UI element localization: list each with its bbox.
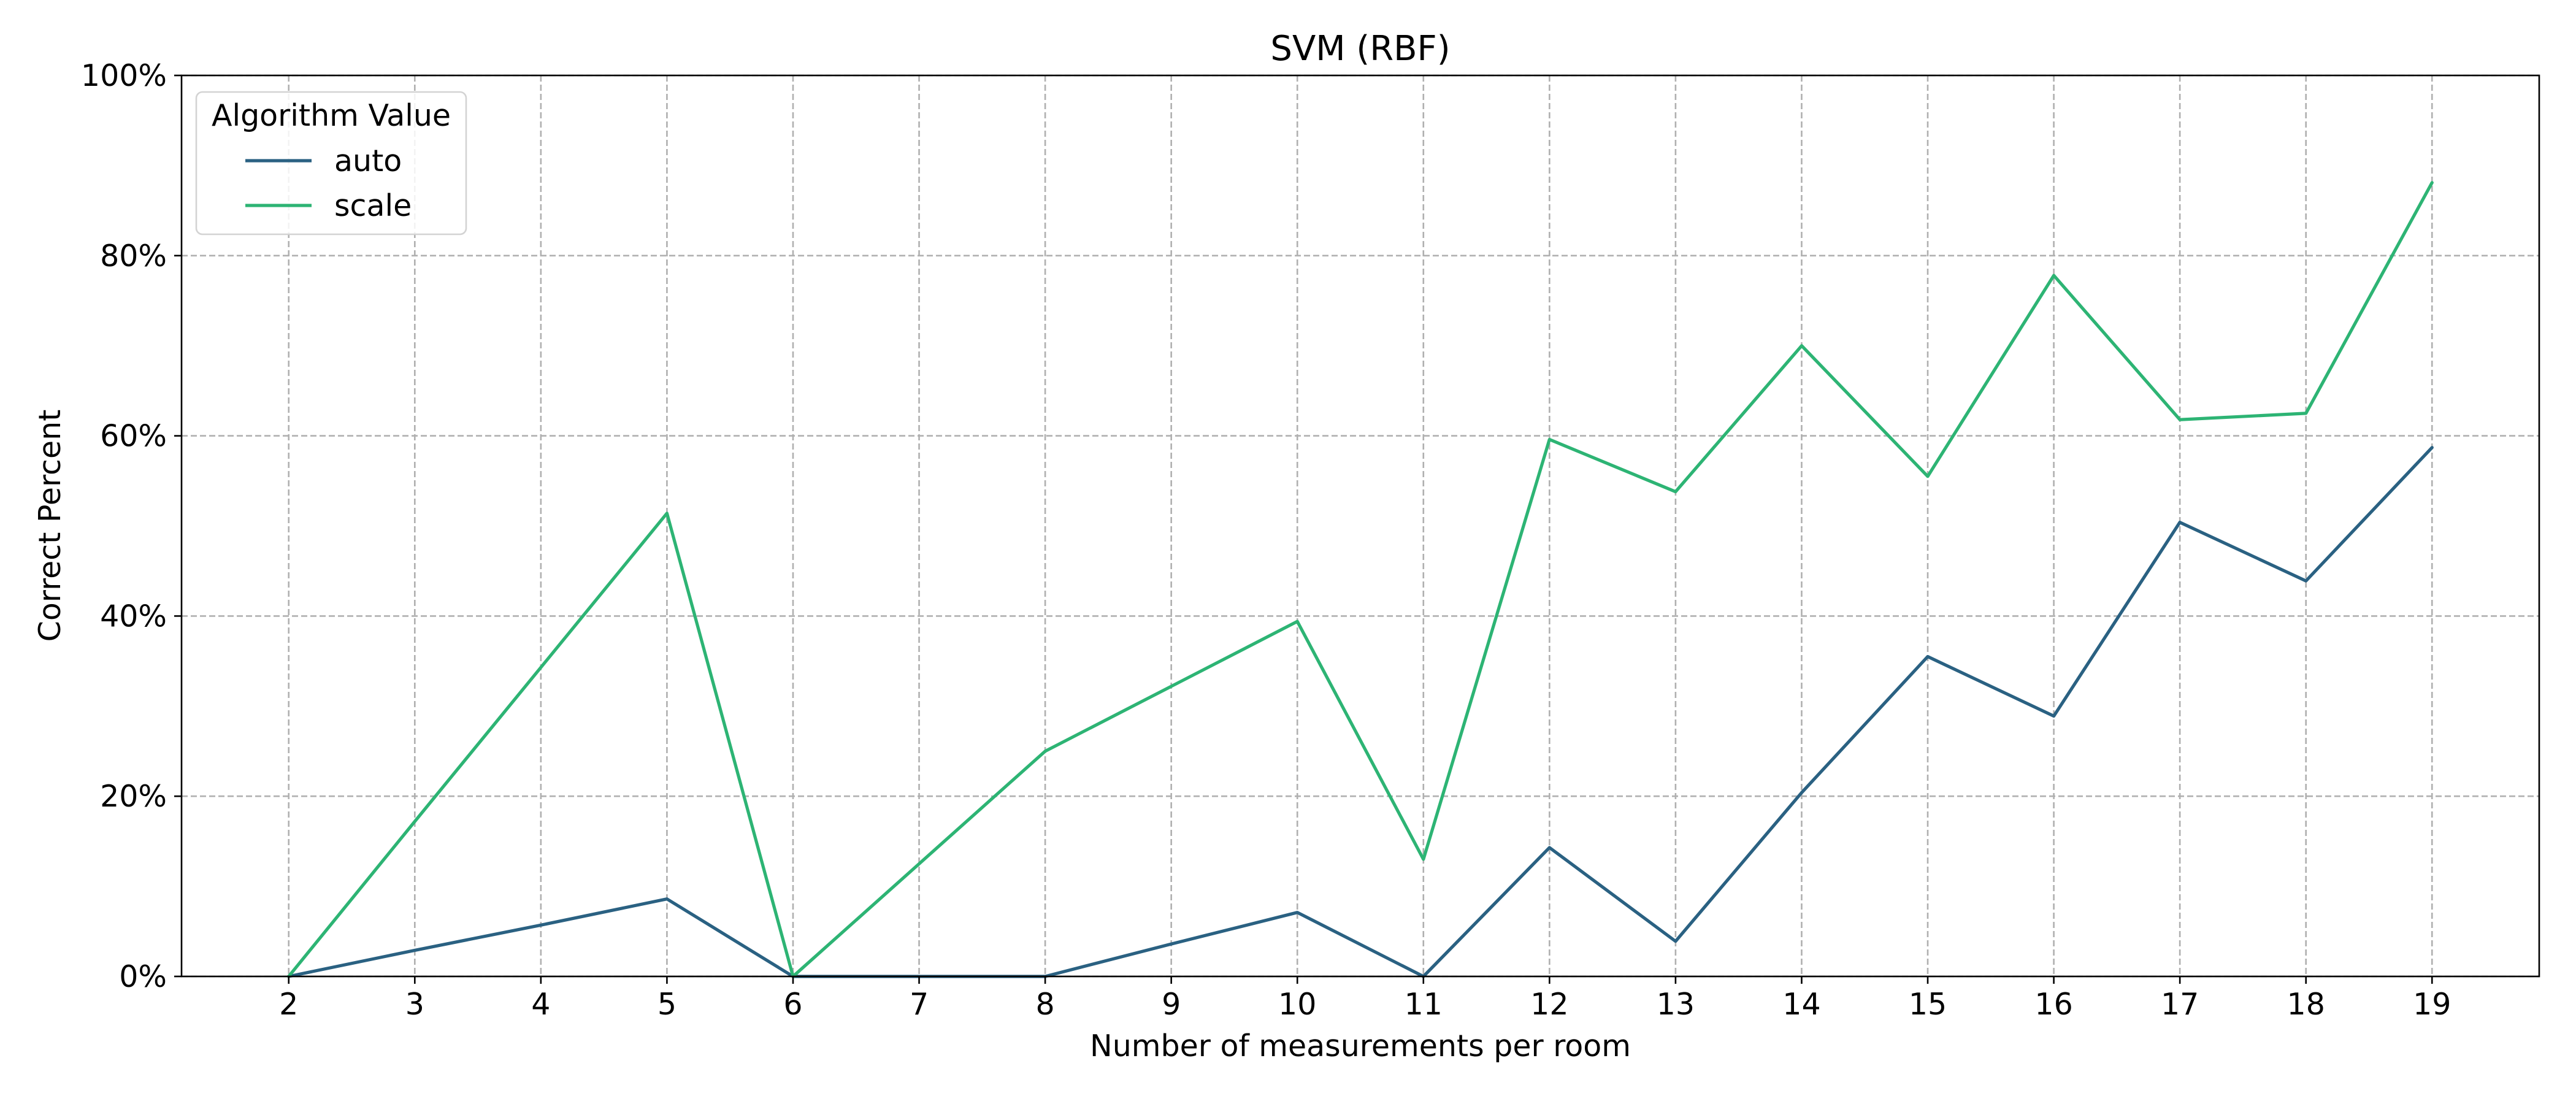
- x-tick-label: 9: [1162, 987, 1181, 1022]
- x-tick-label: 19: [2413, 987, 2451, 1022]
- x-tick-label: 11: [1405, 987, 1443, 1022]
- x-tick-label: 15: [1909, 987, 1947, 1022]
- legend-label-scale: scale: [334, 188, 412, 223]
- x-axis-ticks: 2 3 4 5 6 7 8 9 10 11 12 13 14 15 16 17 18 19: [279, 976, 2451, 1022]
- legend-box: [195, 91, 467, 236]
- y-tick-label: 0%: [119, 959, 167, 994]
- legend-label-auto: auto: [334, 144, 402, 178]
- x-tick-label: 3: [405, 987, 424, 1022]
- y-tick-label: 60%: [100, 419, 167, 454]
- x-tick-label: 8: [1036, 987, 1055, 1022]
- x-tick-label: 10: [1278, 987, 1316, 1022]
- y-tick-label: 20%: [100, 779, 167, 814]
- chart-title: SVM (RBF): [1270, 29, 1450, 69]
- x-tick-label: 12: [1530, 987, 1568, 1022]
- x-tick-label: 6: [783, 987, 802, 1022]
- x-tick-label: 17: [2161, 987, 2199, 1022]
- x-axis-label: Number of measurements per room: [1090, 1029, 1631, 1064]
- x-tick-label: 14: [1782, 987, 1820, 1022]
- x-tick-label: 4: [531, 987, 550, 1022]
- legend: Algorithm Value auto scale: [195, 91, 467, 236]
- series-line-auto: [287, 446, 2434, 978]
- series-line-scale: [287, 181, 2434, 978]
- x-tick-label: 2: [279, 987, 298, 1022]
- y-tick-label: 40%: [100, 599, 167, 634]
- x-tick-label: 5: [657, 987, 677, 1022]
- y-tick-label: 100%: [81, 58, 167, 93]
- x-tick-label: 7: [910, 987, 929, 1022]
- plot-frame: [180, 74, 2540, 978]
- legend-title: Algorithm Value: [212, 98, 451, 133]
- x-tick-label: 18: [2287, 987, 2325, 1022]
- legend-items: auto scale: [245, 144, 412, 223]
- x-tick-label: 16: [2034, 987, 2072, 1022]
- y-axis-label: Correct Percent: [33, 410, 67, 642]
- x-tick-label: 13: [1657, 987, 1695, 1022]
- y-tick-label: 80%: [100, 239, 167, 274]
- y-axis-ticks: 0% 20% 40% 60% 80% 100%: [81, 58, 182, 994]
- series-layer: [287, 181, 2434, 978]
